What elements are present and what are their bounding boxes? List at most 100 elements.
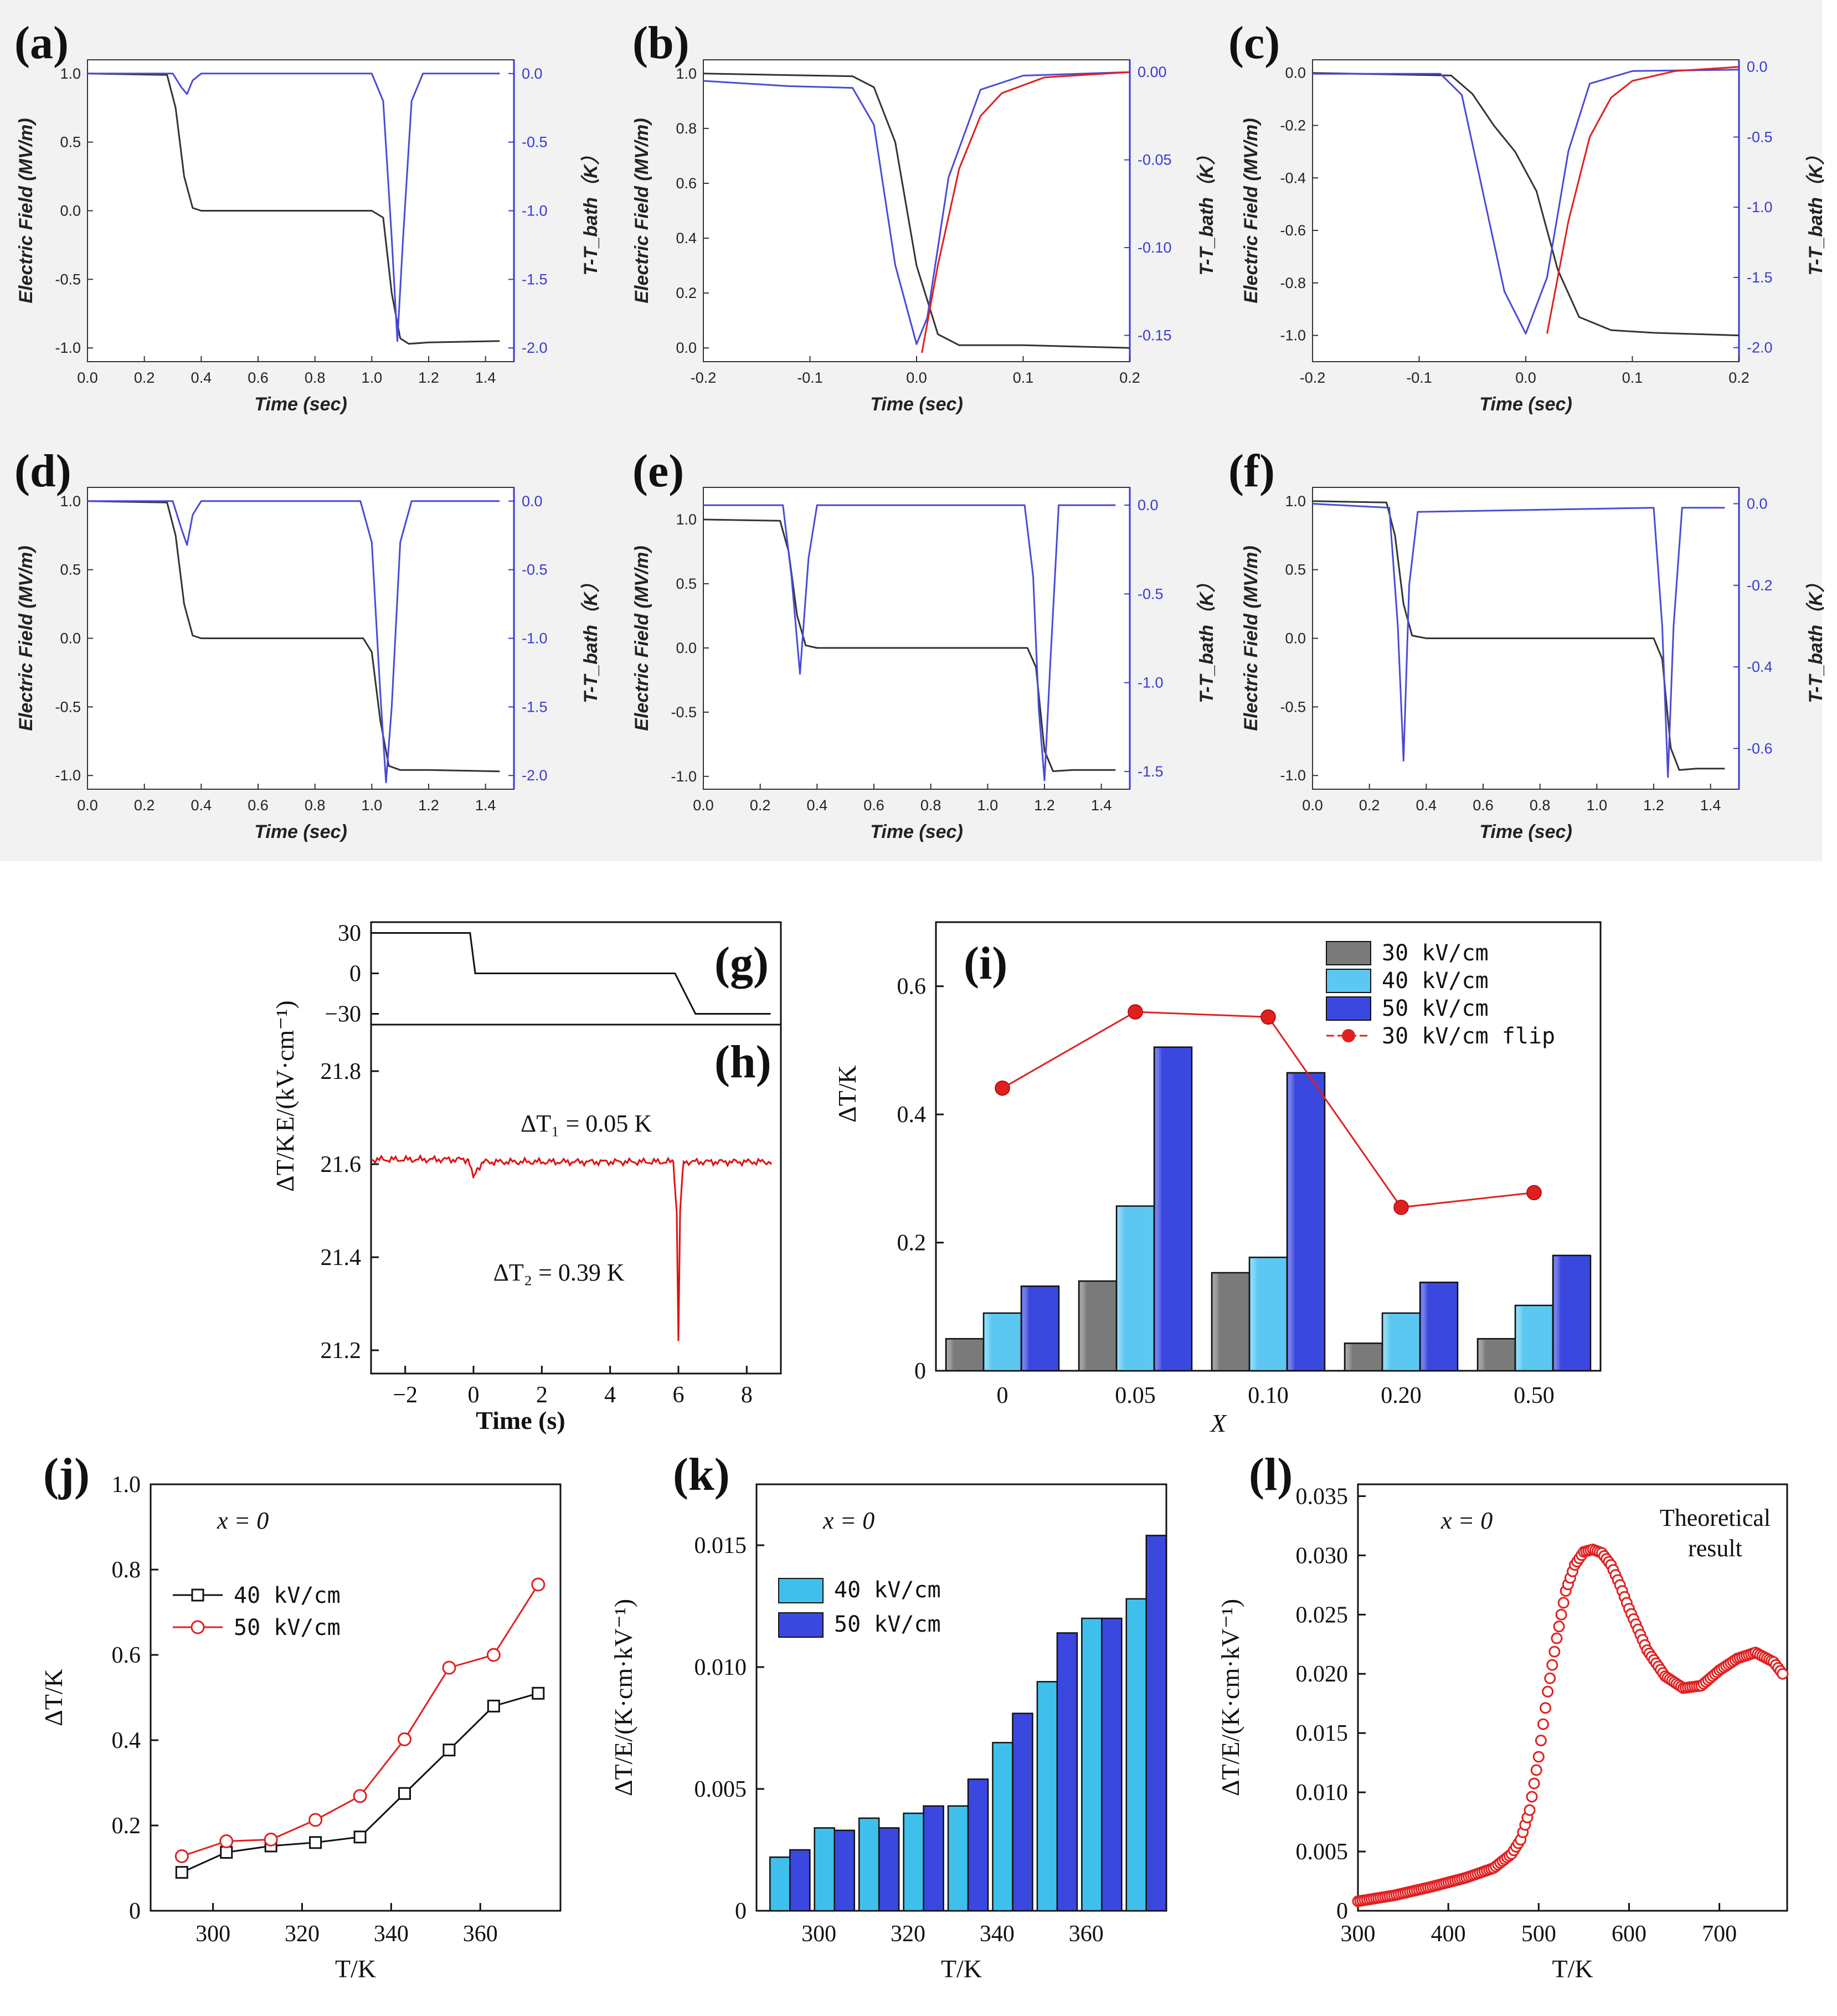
annotation-delta-t1: ΔT₁ = 0.05 K — [521, 1110, 652, 1137]
x-tick-label: 700 — [1702, 1921, 1737, 1947]
y-tick-label: 0.010 — [1296, 1780, 1349, 1806]
y-tick-label: 0 — [914, 1359, 926, 1384]
y-tick-label: 21.2 — [321, 1338, 362, 1364]
series-point-square — [442, 1744, 456, 1757]
y-tick-label: 0 — [735, 1899, 747, 1924]
y2-tick-label: -0.4 — [1747, 659, 1773, 675]
y-tick-label: -0.6 — [1280, 222, 1306, 239]
y-tick-label: 0.5 — [60, 134, 81, 151]
y2-axis-label: T-T_bath（K） — [1196, 573, 1217, 703]
plot-frame — [1357, 1483, 1788, 1912]
flip-series-point — [1526, 1185, 1542, 1201]
x-tick-label: 0.0 — [77, 797, 98, 814]
y-tick-label: -0.5 — [55, 271, 81, 287]
y-tick-label: 0.6 — [897, 974, 927, 1000]
note-line-1: Theoretical — [1660, 1504, 1771, 1531]
legend-marker — [191, 1588, 204, 1602]
x-tick-label: 1.0 — [1587, 797, 1608, 814]
panel-k: 300 320 340 360 0 0.005 0.010 0.015 40 kV/cm 50 k… — [609, 1483, 1167, 1983]
y-tick-label: 0.0 — [60, 203, 81, 219]
legend-swatch — [778, 1612, 824, 1638]
y-tick-label: -0.5 — [1280, 698, 1306, 715]
flip-series-point — [1393, 1200, 1409, 1215]
y2-tick-label: 0.0 — [522, 65, 543, 82]
bar-highlight — [1288, 1073, 1304, 1370]
x-tick-label: 1.0 — [977, 797, 999, 814]
series-point — [1544, 1672, 1556, 1684]
y2-tick-label: -1.0 — [522, 630, 548, 647]
series-line-t-t-bath — [88, 73, 500, 342]
x-tick-label: 1.4 — [1091, 797, 1112, 814]
y2-axis-label: T-T_bath（K） — [1196, 146, 1217, 275]
legend-label: 30 kV/cm flip — [1382, 1024, 1555, 1049]
y-axis-label: Electric Field (MV/m) — [631, 118, 652, 303]
x-tick-label: 8 — [741, 1382, 753, 1408]
x-tick-label: 300 — [195, 1921, 230, 1947]
bar-40-kv-cm — [903, 1812, 924, 1912]
series-point-circle — [531, 1577, 546, 1592]
x-tick-label: 0.6 — [863, 797, 884, 814]
flip-series-point — [1128, 1004, 1143, 1020]
plot-frame — [703, 487, 1130, 790]
x-tick-label: 0.2 — [1728, 369, 1749, 386]
y-tick-label: 0.0 — [1285, 65, 1306, 81]
series-point-circle — [219, 1834, 234, 1848]
x-tick-label: 320 — [285, 1921, 320, 1947]
x-tick-label: 1.2 — [418, 369, 439, 386]
x-tick-label: 1.0 — [362, 369, 383, 386]
x-tick-label: 0.8 — [305, 369, 326, 386]
x-tick-label: 300 — [801, 1921, 836, 1947]
series-point-square — [309, 1836, 322, 1849]
y-tick-label: 0.0 — [676, 340, 697, 356]
series-line-t-t-bath — [703, 504, 1116, 781]
x-tick-label: 1.2 — [1034, 797, 1055, 814]
bar-50-kv-cm — [1056, 1632, 1078, 1912]
bar-40-kv-cm — [992, 1742, 1013, 1912]
bar-40-kv-cm — [947, 1805, 969, 1912]
x-axis-label: T/K — [335, 1955, 376, 1983]
bar-highlight — [1155, 1048, 1171, 1370]
legend-swatch — [1326, 941, 1371, 965]
bar-highlight — [1516, 1306, 1532, 1370]
panel-label-j: (j) — [43, 1449, 90, 1500]
y-tick-label: 0.8 — [676, 120, 697, 137]
x-tick-label: 0.1 — [1622, 369, 1643, 386]
panel-label-f: (f) — [1228, 445, 1275, 497]
y-tick-label: 0.020 — [1296, 1662, 1349, 1687]
y2-tick-label: 0.0 — [1747, 59, 1768, 75]
y-axis-label: Electric Field (MV/m) — [16, 546, 37, 731]
series-point-circle — [397, 1732, 411, 1746]
series-point — [1535, 1735, 1547, 1747]
y-tick-label: 0.4 — [676, 230, 697, 246]
bar-highlight — [1080, 1282, 1095, 1370]
panel-a: 0.0 0.2 0.4 0.6 0.8 1.0 1.2 1.4 1.0 0.5 0.0 -0.5 -1.… — [16, 59, 601, 415]
bar-50-kv-cm — [1012, 1712, 1033, 1912]
x-tick-label: 0.8 — [920, 797, 941, 814]
y-tick-label: 0.0 — [1285, 630, 1306, 647]
y-axis-label: E/(kV·cm⁻¹) — [271, 1000, 299, 1132]
y-tick-label: 0.2 — [112, 1813, 141, 1839]
plot-frame — [370, 1024, 782, 1375]
series-point — [1548, 1645, 1561, 1658]
bar-highlight — [1554, 1256, 1570, 1370]
bar-50-kv-cm — [967, 1778, 989, 1912]
x-tick-label: 300 — [1341, 1921, 1376, 1947]
y2-tick-label: -0.10 — [1138, 239, 1172, 256]
legend-label: 40 kV/cm — [834, 1577, 941, 1603]
panel-label-h: (h) — [714, 1036, 771, 1088]
plot-frame — [150, 1483, 562, 1912]
panel-c: -0.2 -0.1 0.0 0.1 0.2 0.0 -0.2 -0.4 -0.6 -0.8 -1.0… — [1241, 59, 1826, 415]
x-tick-label: 0.4 — [191, 369, 212, 386]
series-point-square — [220, 1846, 233, 1859]
y-tick-label: -0.5 — [671, 704, 697, 721]
x-tick-label: -0.2 — [691, 369, 717, 386]
y-tick-label: 1.0 — [112, 1472, 141, 1498]
x-tick-label: 0 — [468, 1382, 480, 1408]
y2-tick-label: -0.5 — [1747, 128, 1773, 145]
legend-swatch — [778, 1578, 824, 1603]
series-point — [1551, 1632, 1563, 1644]
y-tick-label: -1.0 — [671, 768, 697, 785]
y-tick-label: 0.030 — [1296, 1543, 1349, 1568]
y-tick-label: 1.0 — [676, 511, 697, 528]
